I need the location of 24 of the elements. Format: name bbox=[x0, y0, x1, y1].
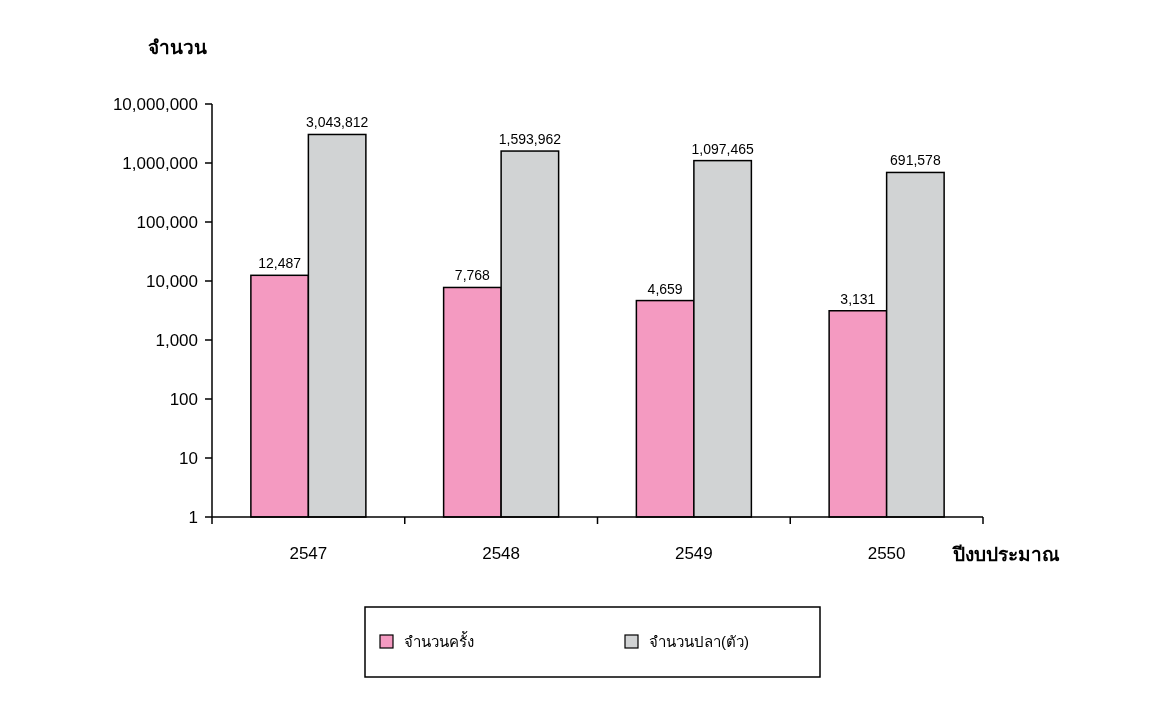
y-tick-label: 10,000 bbox=[146, 272, 198, 291]
x-tick-label: 2547 bbox=[289, 544, 328, 563]
data-label: 12,487 bbox=[258, 255, 302, 272]
legend-label: จำนวนปลา(ตัว) bbox=[649, 633, 749, 650]
y-tick-label: 100,000 bbox=[136, 213, 198, 232]
data-label: 691,578 bbox=[890, 152, 941, 169]
y-tick-label: 10 bbox=[179, 449, 198, 468]
x-tick-label: 2548 bbox=[482, 544, 521, 563]
x-tick-label: 2550 bbox=[867, 544, 906, 563]
x-tick-label: 2549 bbox=[674, 544, 713, 563]
y-tick-label: 100 bbox=[169, 390, 198, 409]
y-tick-label: 1 bbox=[188, 508, 198, 527]
y-tick-label: 1,000 bbox=[155, 331, 198, 350]
y-tick-label: 10,000,000 bbox=[112, 95, 198, 114]
data-label: 3,043,812 bbox=[305, 114, 369, 131]
data-label: 4,659 bbox=[647, 280, 683, 297]
legend-label: จำนวนครั้ง bbox=[404, 631, 474, 650]
data-label: 1,593,962 bbox=[498, 131, 562, 148]
y-tick-label: 1,000,000 bbox=[122, 154, 198, 173]
data-label: 1,097,465 bbox=[691, 140, 754, 157]
data-label: 7,768 bbox=[454, 267, 491, 284]
data-label: 3,131 bbox=[840, 290, 876, 307]
x-axis-title: ปีงบประมาณ bbox=[952, 544, 1060, 565]
y-axis-title: จำนวน bbox=[148, 37, 207, 58]
